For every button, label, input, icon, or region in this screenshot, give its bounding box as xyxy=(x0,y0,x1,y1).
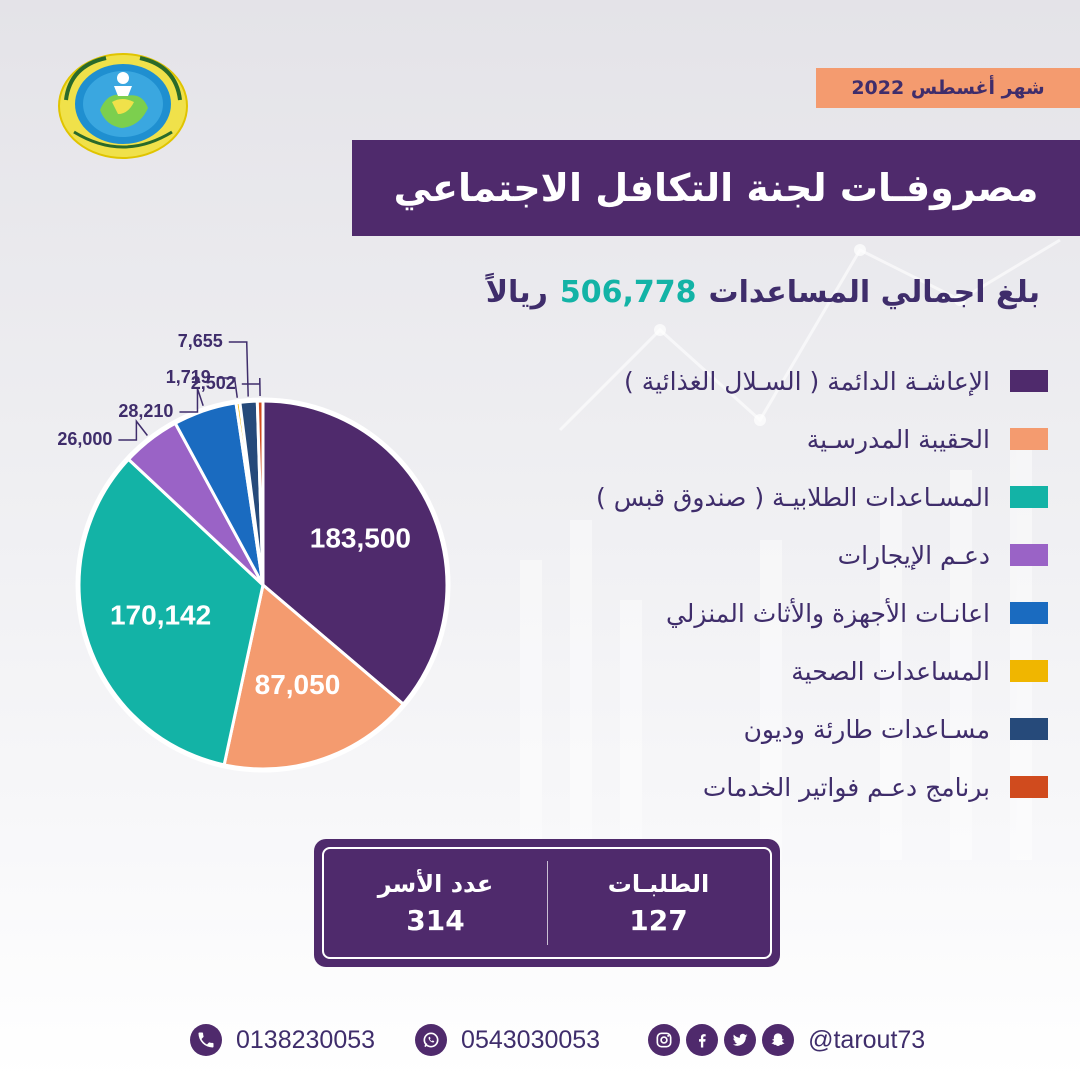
slice-value-label: 1,719 xyxy=(166,367,211,387)
legend-item: الحقيبة المدرسـية xyxy=(488,410,1048,468)
pie-chart: 183,500 87,050 170,142 26,000 28,210 1,719 7,6… xyxy=(57,331,451,773)
page-title: مصروفـات لجنة التكافل الاجتماعي xyxy=(352,140,1080,236)
legend-swatch xyxy=(1010,718,1048,740)
stats-inner: الطلبـات 127 عدد الأسر 314 xyxy=(322,847,772,959)
legend-label: المساعدات الصحية xyxy=(791,656,990,686)
leader-line xyxy=(228,341,249,397)
legend-swatch xyxy=(1010,776,1048,798)
phone-icon[interactable] xyxy=(190,1024,222,1056)
facebook-icon[interactable] xyxy=(686,1024,719,1056)
whatsapp-icon[interactable] xyxy=(415,1024,448,1056)
legend-label: برنامج دعـم فواتير الخدمات xyxy=(702,772,990,802)
legend-swatch xyxy=(1010,660,1048,682)
legend-item: دعـم الإيجارات xyxy=(488,526,1048,584)
whatsapp-number[interactable]: 0543030053 xyxy=(461,1025,601,1054)
legend-label: الإعاشـة الدائمة ( السـلال الغذائية ) xyxy=(624,366,990,396)
total-prefix: بلغ اجمالي المساعدات xyxy=(708,274,1041,310)
leader-line xyxy=(216,377,239,398)
slice-value-label: 28,210 xyxy=(118,401,173,421)
families-value: 314 xyxy=(406,903,465,937)
legend-label: الحقيبة المدرسـية xyxy=(806,424,990,454)
twitter-icon[interactable] xyxy=(724,1024,757,1056)
requests-label: الطلبـات xyxy=(607,869,710,898)
legend-item: المساعدات الصحية xyxy=(488,642,1048,700)
legend-item: اعانـات الأجهزة والأثاث المنزلي xyxy=(488,584,1048,642)
association-logo xyxy=(58,53,188,159)
pie-outline xyxy=(75,397,451,773)
legend-swatch xyxy=(1010,602,1048,624)
social-handle[interactable]: @tarout73 xyxy=(808,1025,926,1054)
slice-value-label: 183,500 xyxy=(310,522,411,553)
legend-item: المسـاعدات الطلابيـة ( صندوق قبس ) xyxy=(488,468,1048,526)
legend-label: المسـاعدات الطلابيـة ( صندوق قبس ) xyxy=(596,482,990,512)
instagram-icon[interactable] xyxy=(648,1024,681,1056)
legend-swatch xyxy=(1010,486,1048,508)
chart-legend: الإعاشـة الدائمة ( السـلال الغذائية ) ال… xyxy=(488,352,1048,816)
total-value: 506,778 xyxy=(559,274,697,310)
leader-line xyxy=(118,419,148,441)
leader-line xyxy=(241,378,261,397)
slice-value-label: 170,142 xyxy=(110,599,211,630)
legend-swatch xyxy=(1010,370,1048,392)
slice-value-label: 26,000 xyxy=(57,429,112,449)
legend-label: اعانـات الأجهزة والأثاث المنزلي xyxy=(665,598,990,628)
legend-swatch xyxy=(1010,544,1048,566)
stats-divider xyxy=(547,861,548,945)
slice-value-label: 2,502 xyxy=(191,373,236,393)
legend-item: مسـاعدات طارئة وديون xyxy=(488,700,1048,758)
stats-box: الطلبـات 127 عدد الأسر 314 xyxy=(314,839,780,967)
month-badge: شهر أغسطس 2022 xyxy=(816,68,1080,108)
requests-value: 127 xyxy=(629,903,688,937)
legend-item: برنامج دعـم فواتير الخدمات xyxy=(488,758,1048,816)
requests-stat: الطلبـات 127 xyxy=(547,849,770,957)
snapchat-icon[interactable] xyxy=(762,1024,795,1056)
families-stat: عدد الأسر 314 xyxy=(324,849,547,957)
legend-label: مسـاعدات طارئة وديون xyxy=(743,714,990,744)
legend-item: الإعاشـة الدائمة ( السـلال الغذائية ) xyxy=(488,352,1048,410)
leader-line xyxy=(179,388,204,413)
total-line: بلغ اجمالي المساعدات 506,778 ريالاً xyxy=(486,270,1040,314)
slice-value-label: 7,655 xyxy=(178,331,223,351)
phone-number[interactable]: 0138230053 xyxy=(236,1025,376,1054)
legend-label: دعـم الإيجارات xyxy=(837,540,990,570)
legend-swatch xyxy=(1010,428,1048,450)
social-icons xyxy=(648,1024,795,1056)
families-label: عدد الأسر xyxy=(377,869,494,898)
footer-contacts: 0138230053 0543030053 @tarout73 xyxy=(190,1020,925,1060)
slice-value-label: 87,050 xyxy=(255,669,341,700)
total-unit: ريالاً xyxy=(485,274,548,310)
